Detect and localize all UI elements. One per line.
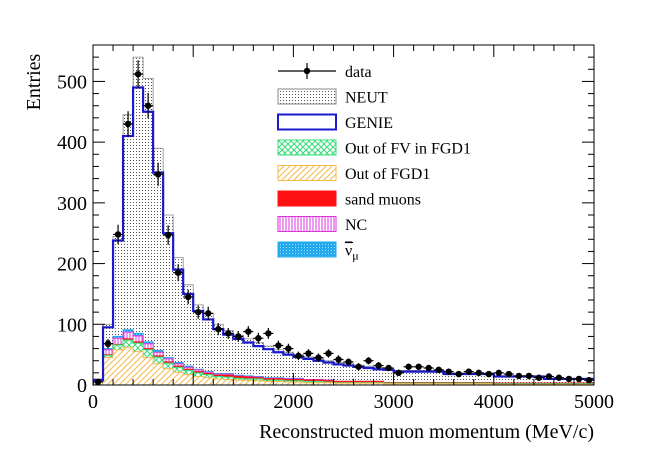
data-point (535, 374, 543, 381)
data-point (325, 350, 332, 357)
legend-neut: NEUT (277, 88, 388, 107)
data-point (285, 345, 292, 352)
x-tick-label: 4000 (474, 391, 514, 413)
data-point (225, 330, 232, 337)
data-point (235, 333, 242, 340)
y-tick-label: 400 (57, 132, 87, 154)
data-point (555, 374, 563, 381)
plot-area (93, 56, 594, 385)
data-point (385, 364, 392, 372)
data-point (184, 293, 192, 301)
legend-nc-label: NC (345, 217, 367, 234)
legend-out-of-fgd1-label: Out of FGD1 (345, 166, 430, 183)
data-point (94, 378, 102, 385)
data-point (375, 362, 382, 369)
x-tick-label: 1000 (173, 391, 213, 413)
data-point (415, 363, 422, 370)
data-point (345, 358, 352, 366)
data-point (275, 342, 282, 349)
legend-out-of-fgd1: Out of FGD1 (277, 165, 430, 183)
data-point (435, 366, 442, 374)
legend-sand-muons: sand muons (277, 190, 421, 209)
data-point (515, 372, 523, 380)
data-point (195, 308, 202, 316)
y-axis-title: Entries (23, 53, 45, 110)
neut-histogram (93, 57, 594, 385)
y-tick-label: 300 (57, 193, 87, 215)
data-point (174, 269, 182, 276)
y-tick-label: 200 (57, 254, 87, 276)
data-point (245, 328, 252, 335)
legend-sand-muons-swatch (277, 190, 337, 207)
data-point (425, 364, 432, 372)
data-point (405, 363, 412, 370)
data-point (545, 373, 553, 380)
data-point (164, 231, 172, 239)
data-point (134, 70, 142, 78)
legend-out-of-fv-label: Out of FV in FGD1 (345, 141, 471, 158)
legend-nc: NC (277, 216, 367, 234)
data-point (305, 350, 312, 357)
x-tick-label: 2000 (273, 391, 313, 413)
legend-antinumu-label: νμ (345, 243, 359, 263)
data-point (144, 102, 152, 109)
legend-neut-swatch (277, 88, 337, 105)
legend: data NEUT GENIE Out of FV in FGD1 Out of FGD… (277, 63, 471, 263)
data-point (445, 368, 452, 375)
data-point (205, 310, 212, 317)
legend-genie-label: GENIE (345, 115, 393, 132)
data-point (154, 171, 162, 178)
sand-muons-histogram-outline (93, 338, 594, 385)
legend-antinumu-swatch (277, 241, 337, 258)
x-tick-label: 0 (88, 391, 98, 413)
axes: 0 1000 2000 3000 4000 5000 0 100 200 300 400 500 (57, 44, 614, 413)
data-point (475, 369, 482, 377)
data-point (465, 368, 472, 375)
legend-data: data (278, 63, 372, 81)
data-point (315, 354, 322, 361)
data-point (485, 370, 492, 378)
data-point (455, 370, 462, 378)
x-axis-title: Reconstructed muon momentum (MeV/c) (259, 421, 594, 443)
data-point (215, 325, 222, 333)
data-point (355, 363, 362, 370)
legend-out-of-fgd1-swatch (277, 165, 337, 181)
legend-nc-swatch (277, 216, 337, 232)
legend-out-of-fv-swatch (277, 139, 337, 156)
data-point (505, 370, 513, 378)
legend-genie-swatch (277, 113, 337, 131)
y-tick-label: 0 (77, 375, 87, 397)
data-point (124, 120, 132, 128)
x-tick-label: 5000 (574, 391, 614, 413)
data-point (104, 340, 112, 347)
data-point (585, 376, 593, 384)
data-point (365, 357, 372, 364)
legend-data-marker (303, 67, 311, 75)
legend-genie: GENIE (277, 113, 393, 132)
legend-antinumu: νμ (277, 241, 359, 263)
data-point (395, 369, 402, 377)
data-point (495, 369, 503, 377)
legend-sand-muons-label: sand muons (345, 192, 421, 209)
out-of-fgd1-histogram (93, 347, 594, 385)
data-point (255, 335, 262, 342)
y-tick-label: 500 (57, 71, 87, 93)
legend-neut-label: NEUT (345, 90, 388, 107)
genie-histogram (93, 86, 594, 385)
data-point (525, 372, 533, 380)
data-point (295, 352, 302, 360)
data-point (565, 375, 573, 383)
out-of-fv-histogram-outline (93, 339, 594, 385)
data-point (335, 356, 342, 363)
data-point (265, 330, 272, 337)
data-point (114, 231, 122, 238)
legend-data-label: data (345, 64, 372, 81)
legend-out-of-fv: Out of FV in FGD1 (277, 139, 471, 158)
data-point (575, 375, 583, 383)
y-tick-label: 100 (57, 314, 87, 336)
x-tick-label: 3000 (374, 391, 414, 413)
